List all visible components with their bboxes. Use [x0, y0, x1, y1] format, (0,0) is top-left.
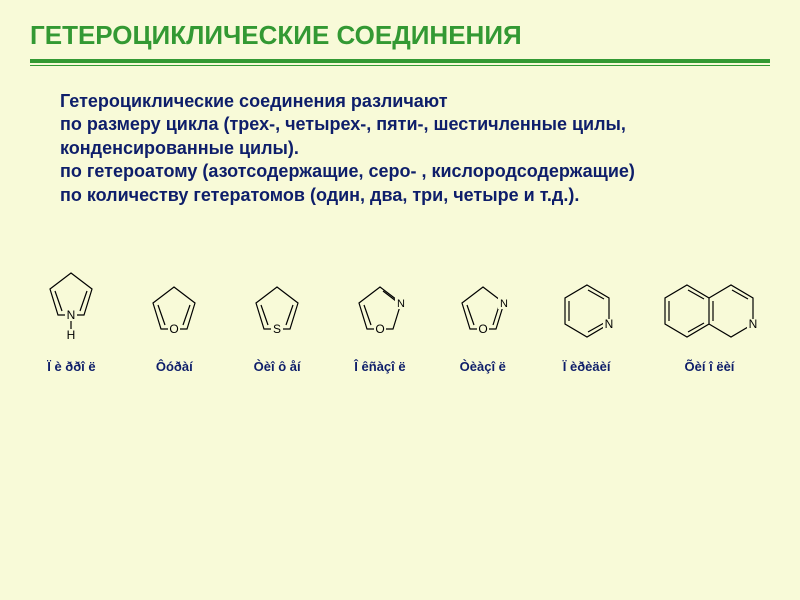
body-line: Гетероциклические соединения различают [60, 90, 750, 113]
molecule-pyrrole: N H Ï è ððî ë [42, 267, 100, 374]
svg-text:N: N [749, 317, 757, 331]
structure-icon: O [145, 281, 203, 345]
molecule-label: Òèàçî ë [460, 359, 506, 374]
title-rule [0, 59, 800, 66]
molecule-label: Ï èðèäèí [563, 359, 611, 374]
structure-icon: N O [454, 281, 512, 345]
molecule-quinoline: N Õèí î ëèí [661, 279, 757, 374]
structure-icon: N [557, 279, 617, 345]
molecule-pyridine: N Ï èðèäèí [557, 279, 617, 374]
molecule-label: Òèî ô åí [254, 359, 301, 374]
molecule-label: Ôóðàí [156, 359, 193, 374]
molecule-thiophene: S Òèî ô åí [248, 281, 306, 374]
body-line: по количеству гетератомов (один, два, тр… [60, 184, 750, 207]
body-line: по размеру цикла (трех-, четырех-, пяти-… [60, 113, 750, 136]
svg-text:H: H [67, 328, 76, 342]
svg-text:O: O [170, 322, 179, 336]
structure-icon: S [248, 281, 306, 345]
svg-text:N: N [397, 298, 405, 310]
molecule-label: Î êñàçî ë [354, 359, 405, 374]
svg-text:O: O [375, 322, 384, 336]
molecule-oxazole: N O Î êñàçî ë [351, 281, 409, 374]
molecule-furan: O Ôóðàí [145, 281, 203, 374]
svg-text:N: N [604, 317, 613, 331]
body-line: конденсированные цилы). [60, 137, 750, 160]
svg-text:N: N [67, 308, 76, 322]
molecule-label: Ï è ððî ë [47, 359, 95, 374]
structure-icon: N H [42, 267, 100, 345]
body-text: Гетероциклические соединения различают п… [0, 66, 800, 207]
molecule-label: Õèí î ëèí [685, 359, 735, 374]
page-title: ГЕТЕРОЦИКЛИЧЕСКИЕ СОЕДИНЕНИЯ [0, 0, 800, 59]
molecule-thiazole: N O Òèàçî ë [454, 281, 512, 374]
structure-icon: N [661, 279, 757, 345]
structures-row: N H Ï è ððî ë O Ôóðàí S Òèî ô [0, 207, 800, 374]
svg-text:N: N [500, 298, 508, 310]
structure-icon: N O [351, 281, 409, 345]
svg-text:S: S [273, 322, 281, 336]
svg-text:O: O [478, 322, 487, 336]
body-line: по гетероатому (азотсодержащие, серо- , … [60, 160, 750, 183]
